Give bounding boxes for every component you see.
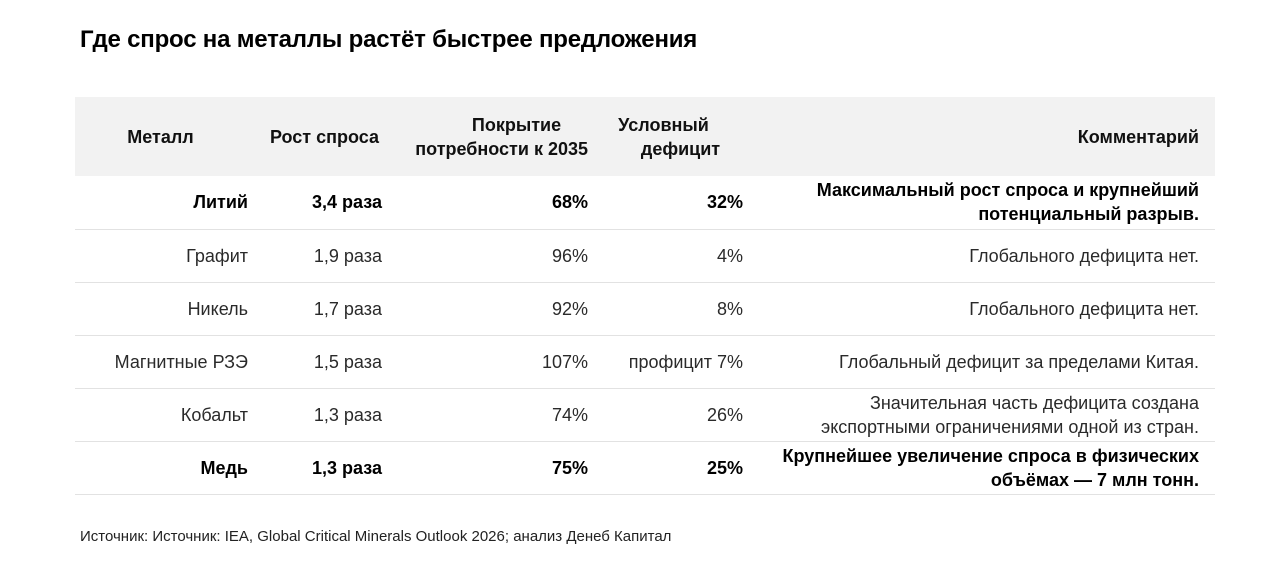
table-row: Магнитные РЗЭ 1,5 раза 107% профицит 7% Глоб… [75, 335, 1215, 388]
cell-coverage: 74% [551, 404, 588, 425]
comment-line: экспортными ограничениями одной из стран… [821, 416, 1199, 437]
cell-deficit: 8% [716, 298, 743, 319]
table-row: Графит 1,9 раза 96% 4% Глобального дефицита … [75, 229, 1215, 282]
cell-demand-growth: 3,4 раза [312, 192, 382, 213]
metals-table: Металл Рост спроса Покрытие потребности … [75, 97, 1215, 495]
cell-comment: Крупнейшее увеличение спроса в физически… [745, 441, 1215, 494]
comment-line: Значительная часть дефицита создана [869, 392, 1199, 413]
comment-line: объёмах — 7 млн тонн. [990, 469, 1199, 490]
cell-metal: Кобальт [180, 404, 248, 425]
cell-comment: Значительная часть дефицита создана экспо… [745, 388, 1215, 441]
cell-comment: Глобального дефицита нет. [745, 229, 1215, 282]
cell-coverage: 75% [551, 457, 588, 478]
table-header-row: Металл Рост спроса Покрытие потребности … [75, 97, 1215, 176]
comment-line: Максимальный рост спроса и крупнейший [816, 180, 1199, 201]
cell-comment: Глобальный дефицит за пределами Китая. [745, 335, 1215, 388]
table-row: Кобальт 1,3 раза 74% 26% Значительная часть … [75, 388, 1215, 441]
cell-comment: Глобального дефицита нет. [745, 282, 1215, 335]
header-comment: Комментарий [1077, 126, 1199, 147]
cell-coverage: 96% [551, 245, 588, 266]
cell-demand-growth: 1,9 раза [313, 245, 382, 266]
comment-line: Глобальный дефицит за пределами Китая. [839, 351, 1199, 372]
comment-line: потенциальный разрыв. [978, 204, 1199, 225]
cell-metal: Магнитные РЗЭ [114, 351, 248, 372]
cell-demand-growth: 1,3 раза [312, 457, 382, 478]
table-row: Литий 3,4 раза 68% 32% Максимальный рост спр… [75, 176, 1215, 229]
cell-metal: Никель [187, 298, 248, 319]
table-row: Никель 1,7 раза 92% 8% Глобального дефицита … [75, 282, 1215, 335]
cell-deficit: 25% [706, 457, 743, 478]
page-title: Где спрос на металлы растёт быстрее пред… [80, 26, 698, 53]
cell-demand-growth: 1,3 раза [313, 404, 382, 425]
cell-comment: Максимальный рост спроса и крупнейший пот… [745, 176, 1215, 229]
cell-coverage: 92% [551, 298, 588, 319]
comment-line: Глобального дефицита нет. [969, 298, 1199, 319]
header-deficit: Условный дефицит [618, 114, 721, 159]
cell-coverage: 107% [541, 351, 588, 372]
cell-metal: Литий [193, 192, 248, 213]
comment-line: Глобального дефицита нет. [969, 245, 1199, 266]
source-note: Источник: Источник: IEA, Global Critical… [80, 528, 672, 545]
cell-demand-growth: 1,7 раза [313, 298, 382, 319]
cell-demand-growth: 1,5 раза [313, 351, 382, 372]
cell-deficit: 26% [706, 404, 743, 425]
cell-metal: Графит [186, 245, 248, 266]
table-row: Медь 1,3 раза 75% 25% Крупнейшее увеличение … [75, 441, 1215, 494]
header-coverage: Покрытие потребности к 2035 [415, 114, 588, 159]
cell-deficit: профицит 7% [628, 351, 743, 372]
header-demand-growth: Рост спроса [269, 126, 380, 147]
cell-deficit: 32% [706, 192, 743, 213]
cell-coverage: 68% [551, 192, 588, 213]
header-metal: Металл [127, 126, 194, 147]
comment-line: Крупнейшее увеличение спроса в физически… [782, 445, 1199, 466]
cell-deficit: 4% [716, 245, 743, 266]
cell-metal: Медь [200, 457, 249, 478]
